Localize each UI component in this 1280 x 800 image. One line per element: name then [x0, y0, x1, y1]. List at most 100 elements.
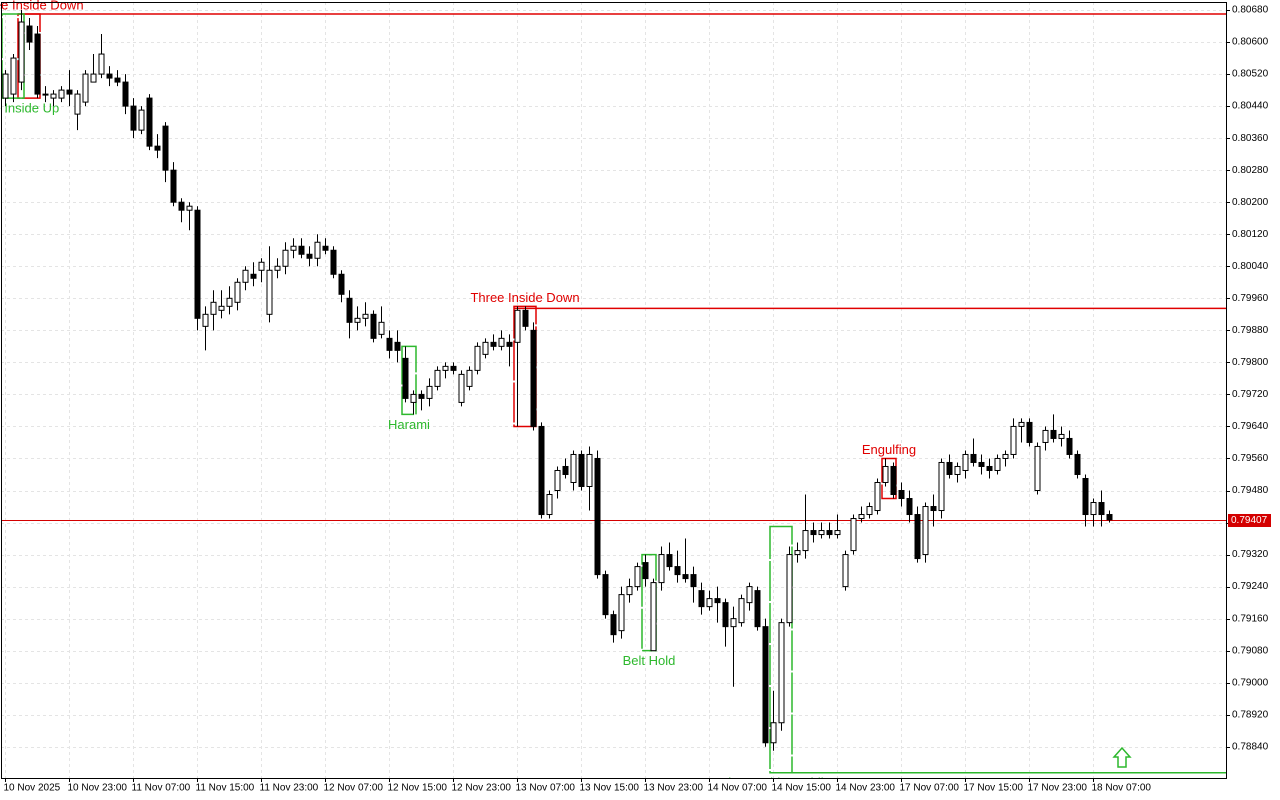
candle-body	[658, 554, 665, 584]
candle-body	[58, 89, 65, 99]
candle-body	[354, 317, 361, 323]
candle-body	[346, 297, 353, 323]
candle-body	[250, 273, 257, 279]
y-tick-label: 0.80520	[1232, 69, 1269, 80]
x-tick-label: 12 Nov 07:00	[324, 783, 384, 794]
candle-body	[1026, 421, 1033, 443]
x-tick-label: 17 Nov 07:00	[900, 783, 960, 794]
x-tick-label: 18 Nov 07:00	[1092, 783, 1152, 794]
arrow-icon	[1112, 746, 1132, 768]
candle-body	[938, 461, 945, 512]
candle-body	[810, 530, 817, 536]
candle-body	[642, 562, 649, 580]
candle-body	[1074, 453, 1081, 475]
candle-body	[746, 586, 753, 604]
candle-body	[2, 73, 9, 99]
y-tick-label: 0.79080	[1232, 645, 1269, 656]
candle-body	[138, 109, 145, 131]
candle-body	[1098, 502, 1105, 516]
y-tick-label: 0.78840	[1232, 741, 1269, 752]
candle-body	[282, 249, 289, 267]
y-tick-label: 0.80680	[1232, 5, 1269, 16]
candle-body	[794, 550, 801, 556]
candle-body	[210, 301, 217, 315]
y-tick-label: 0.79240	[1232, 581, 1269, 592]
y-tick-label: 0.80200	[1232, 197, 1269, 208]
x-tick-label: 12 Nov 15:00	[388, 783, 448, 794]
candle-body	[490, 341, 497, 347]
candle-body	[698, 590, 705, 608]
candle-body	[610, 614, 617, 636]
candle-body	[682, 574, 689, 580]
candle-body	[850, 518, 857, 552]
y-tick-label: 0.79960	[1232, 293, 1269, 304]
candle-body	[154, 145, 161, 151]
candle-body	[706, 598, 713, 608]
candle-body	[338, 273, 345, 295]
candle-body	[482, 341, 489, 355]
candle-body	[362, 313, 369, 319]
candle-body	[370, 313, 377, 339]
y-tick-label: 0.79800	[1232, 357, 1269, 368]
x-tick-label: 13 Nov 15:00	[580, 783, 640, 794]
candle-body	[762, 626, 769, 744]
candle-body	[1010, 425, 1017, 455]
y-tick-label: 0.80440	[1232, 101, 1269, 112]
y-tick-label: 0.78920	[1232, 709, 1269, 720]
candle-body	[1058, 433, 1065, 439]
candle-body	[26, 25, 33, 43]
candle-body	[458, 373, 465, 403]
candle-body	[690, 574, 697, 588]
candle-body	[498, 337, 505, 347]
candle-body	[930, 506, 937, 512]
candle-body	[1106, 514, 1113, 521]
pattern-label: Three Inside Down	[470, 290, 579, 305]
y-tick-label: 0.79640	[1232, 421, 1269, 432]
candle-body	[986, 465, 993, 471]
candle-body	[770, 722, 777, 744]
pattern-label: Three Inside Up	[0, 101, 59, 116]
candle-body	[1066, 437, 1073, 455]
candle-body	[674, 566, 681, 576]
candle-body	[146, 97, 153, 147]
candle-body	[10, 57, 17, 95]
candle-body	[786, 554, 793, 624]
candle-body	[274, 265, 281, 271]
candle-body	[1034, 445, 1041, 492]
candle-body	[234, 281, 241, 303]
candle-body	[42, 93, 49, 96]
candle-body	[634, 566, 641, 588]
candle-body	[50, 93, 57, 99]
candle-body	[866, 506, 873, 516]
x-tick-label: 10 Nov 23:00	[68, 783, 128, 794]
candle-body	[394, 341, 401, 351]
candle-body	[834, 530, 841, 536]
candle-body	[474, 345, 481, 371]
candle-body	[450, 365, 457, 371]
last-price-label: 0.79407	[1231, 515, 1268, 526]
candle-body	[330, 249, 337, 275]
candle-body	[82, 73, 89, 103]
candle-body	[1018, 421, 1025, 427]
candle-body	[962, 453, 969, 471]
candle-body	[994, 457, 1001, 471]
candle-body	[434, 369, 441, 387]
candle-body	[826, 530, 833, 536]
y-tick-label: 0.79320	[1232, 549, 1269, 560]
candle-body	[730, 618, 737, 628]
candle-body	[946, 461, 953, 475]
candle-body	[922, 506, 929, 556]
plot-frame	[1, 2, 1227, 779]
candle-body	[194, 209, 201, 319]
y-tick-label: 0.80600	[1232, 37, 1269, 48]
candle-body	[586, 453, 593, 487]
candle-body	[466, 369, 473, 387]
candle-body	[170, 169, 177, 203]
candle-body	[874, 481, 881, 512]
candle-body	[506, 341, 513, 347]
candle-body	[410, 393, 417, 403]
candle-body	[578, 453, 585, 487]
candle-body	[530, 329, 537, 427]
